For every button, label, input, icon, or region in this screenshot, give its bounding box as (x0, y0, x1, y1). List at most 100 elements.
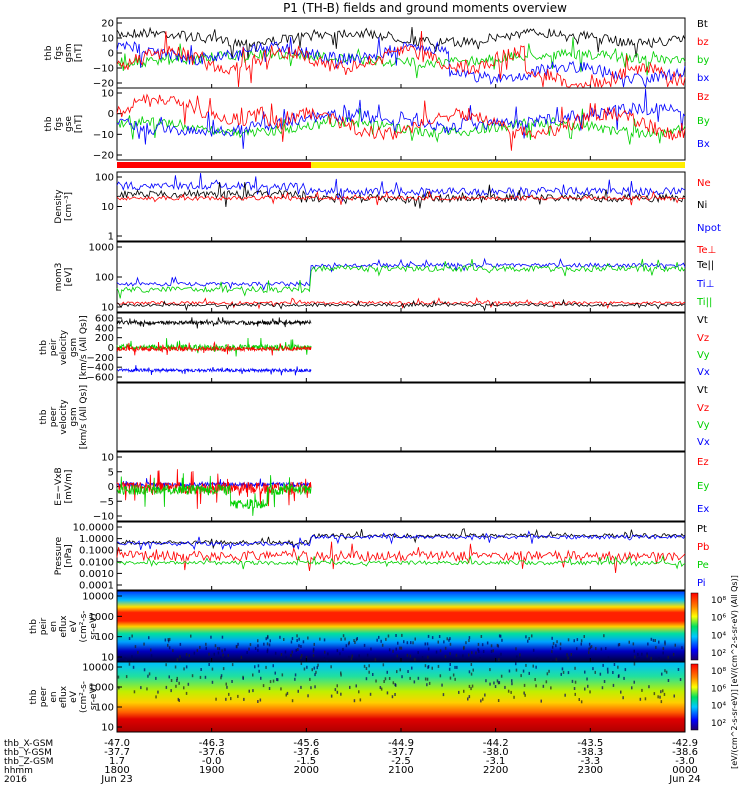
spectrogram-speckle (128, 637, 131, 640)
spectrogram-speckle (303, 667, 306, 671)
spectrogram-speckle (260, 676, 262, 680)
spectrogram-speckle (641, 652, 643, 656)
spectrogram-speckle (218, 647, 221, 651)
spectrogram-speckle (269, 639, 271, 643)
spectrogram-speckle (383, 680, 385, 683)
spectrogram-speckle (269, 680, 272, 684)
spectrogram-speckle (520, 674, 522, 678)
spectrogram-speckle (221, 649, 223, 653)
y-axis-label: [nT] (74, 115, 84, 133)
spectrogram-speckle (324, 650, 326, 654)
colorbar (690, 663, 699, 731)
spectrogram-speckle (372, 673, 374, 676)
spectrogram-speckle (323, 638, 326, 642)
spectrogram-speckle (208, 663, 210, 666)
spectrogram-speckle (617, 643, 620, 647)
y-tick-label: 0.0001 (79, 581, 114, 592)
spectrogram-speckle (653, 658, 655, 662)
spectrogram-speckle (532, 664, 534, 668)
y-tick-label: −10 (93, 130, 114, 141)
spectrogram-speckle (242, 676, 244, 680)
spectrogram-speckle (167, 643, 169, 647)
spectrogram-speckle (588, 651, 590, 655)
spectrogram-speckle (618, 643, 621, 646)
spectrogram-speckle (185, 653, 188, 657)
spectrogram-speckle (237, 694, 239, 698)
y-axis-label: sr-eV) (89, 684, 99, 710)
x-tick-y: -38.6 (672, 747, 698, 758)
spectrogram-speckle (243, 697, 245, 701)
y-tick-label: 10 (101, 34, 114, 45)
spectrogram-speckle (515, 647, 517, 651)
spectrogram-speckle (480, 699, 482, 703)
colorbar-tick: 10⁶ (711, 684, 726, 694)
y-tick-label: 20 (101, 19, 114, 30)
spectrogram-speckle (449, 637, 451, 641)
spectrogram-speckle (472, 668, 474, 672)
x-tick-y: -37.6 (199, 747, 225, 758)
x-tick-hhmm: 2200 (483, 765, 508, 776)
y-axis-label: [mV/m] (64, 470, 74, 504)
panel-temperature: 1000 100 10 mom3 [eV] Te⊥ Te|| Ti⊥ Ti|| (54, 241, 716, 314)
y-tick-label: 0.1000 (79, 546, 114, 557)
spectrogram-speckle (467, 697, 469, 701)
spectrogram-speckle (248, 689, 250, 693)
spectrogram-speckle (294, 677, 296, 681)
legend-Pe: Pe (697, 560, 709, 571)
x-tick-date: Jun 23 (100, 774, 133, 785)
spectrogram-speckle (492, 649, 494, 653)
spectrogram-speckle (300, 645, 302, 648)
spectrogram-speckle (605, 647, 607, 650)
spectrogram-speckle (519, 653, 521, 657)
spectrogram-speckle (409, 676, 411, 680)
spectrogram-speckle (414, 657, 416, 661)
spectrogram-speckle (607, 656, 610, 660)
spectrogram-speckle (353, 639, 355, 642)
y-axis-label: thb (29, 689, 39, 704)
y-tick-label: −600 (87, 373, 114, 384)
spectrogram-speckle (535, 665, 537, 669)
x-tick-x: -44.9 (388, 738, 414, 749)
x-row-label: 2016 (4, 775, 27, 785)
spectrogram-speckle (281, 673, 284, 677)
spectrogram-speckle (647, 642, 649, 646)
spectrogram-speckle (248, 647, 250, 651)
spectrogram-speckle (205, 642, 207, 646)
panel-peer_en_eflux: 10⁸ 10⁶ 10⁴ 10² 10000 1000 100 10 thb peer en eflux… (29, 661, 726, 734)
spectrogram-speckle (155, 676, 157, 680)
y-tick-label: 10 (101, 303, 114, 314)
spectrogram-speckle (449, 642, 452, 646)
spectrogram-speckle (481, 643, 484, 647)
spectrogram-speckle (231, 663, 234, 667)
spectrogram-speckle (486, 641, 489, 645)
legend-Te⊥: Te⊥ (696, 245, 716, 256)
spectrogram-speckle (191, 674, 194, 678)
spectrogram-speckle (550, 658, 552, 662)
spectrogram-speckle (220, 676, 222, 680)
spectrogram-speckle (589, 646, 592, 650)
spectrogram-speckle (650, 637, 653, 641)
spectrogram-speckle (567, 671, 570, 675)
spectrogram-speckle (285, 693, 287, 697)
spectrogram-speckle (427, 634, 430, 638)
mode-segment (117, 162, 312, 168)
spectrogram-speckle (618, 674, 620, 678)
spectrogram-speckle (665, 670, 668, 674)
y-axis-label: sr-eV) (89, 613, 99, 639)
spectrogram-speckle (437, 664, 440, 668)
legend-Te||: Te|| (696, 260, 714, 271)
spectrogram-speckle (366, 653, 369, 657)
spectrogram-speckle (438, 635, 441, 638)
spectrogram-speckle (426, 677, 429, 681)
spectrogram-speckle (528, 671, 530, 675)
spectrogram-speckle (358, 690, 360, 694)
panel-fgs_gse: 10 0 −10 −20 thb fgs gse [nT] Bz By Bx (44, 87, 710, 162)
spectrogram-speckle (603, 680, 606, 683)
y-axis-label: en (49, 621, 59, 632)
x-row-label: hhmm (4, 766, 33, 776)
spectrogram-speckle (313, 666, 315, 670)
spectrogram-speckle (339, 652, 341, 656)
spectrogram-speckle (306, 665, 308, 669)
spectrogram-speckle (125, 658, 127, 662)
spectrogram-speckle (662, 689, 664, 693)
